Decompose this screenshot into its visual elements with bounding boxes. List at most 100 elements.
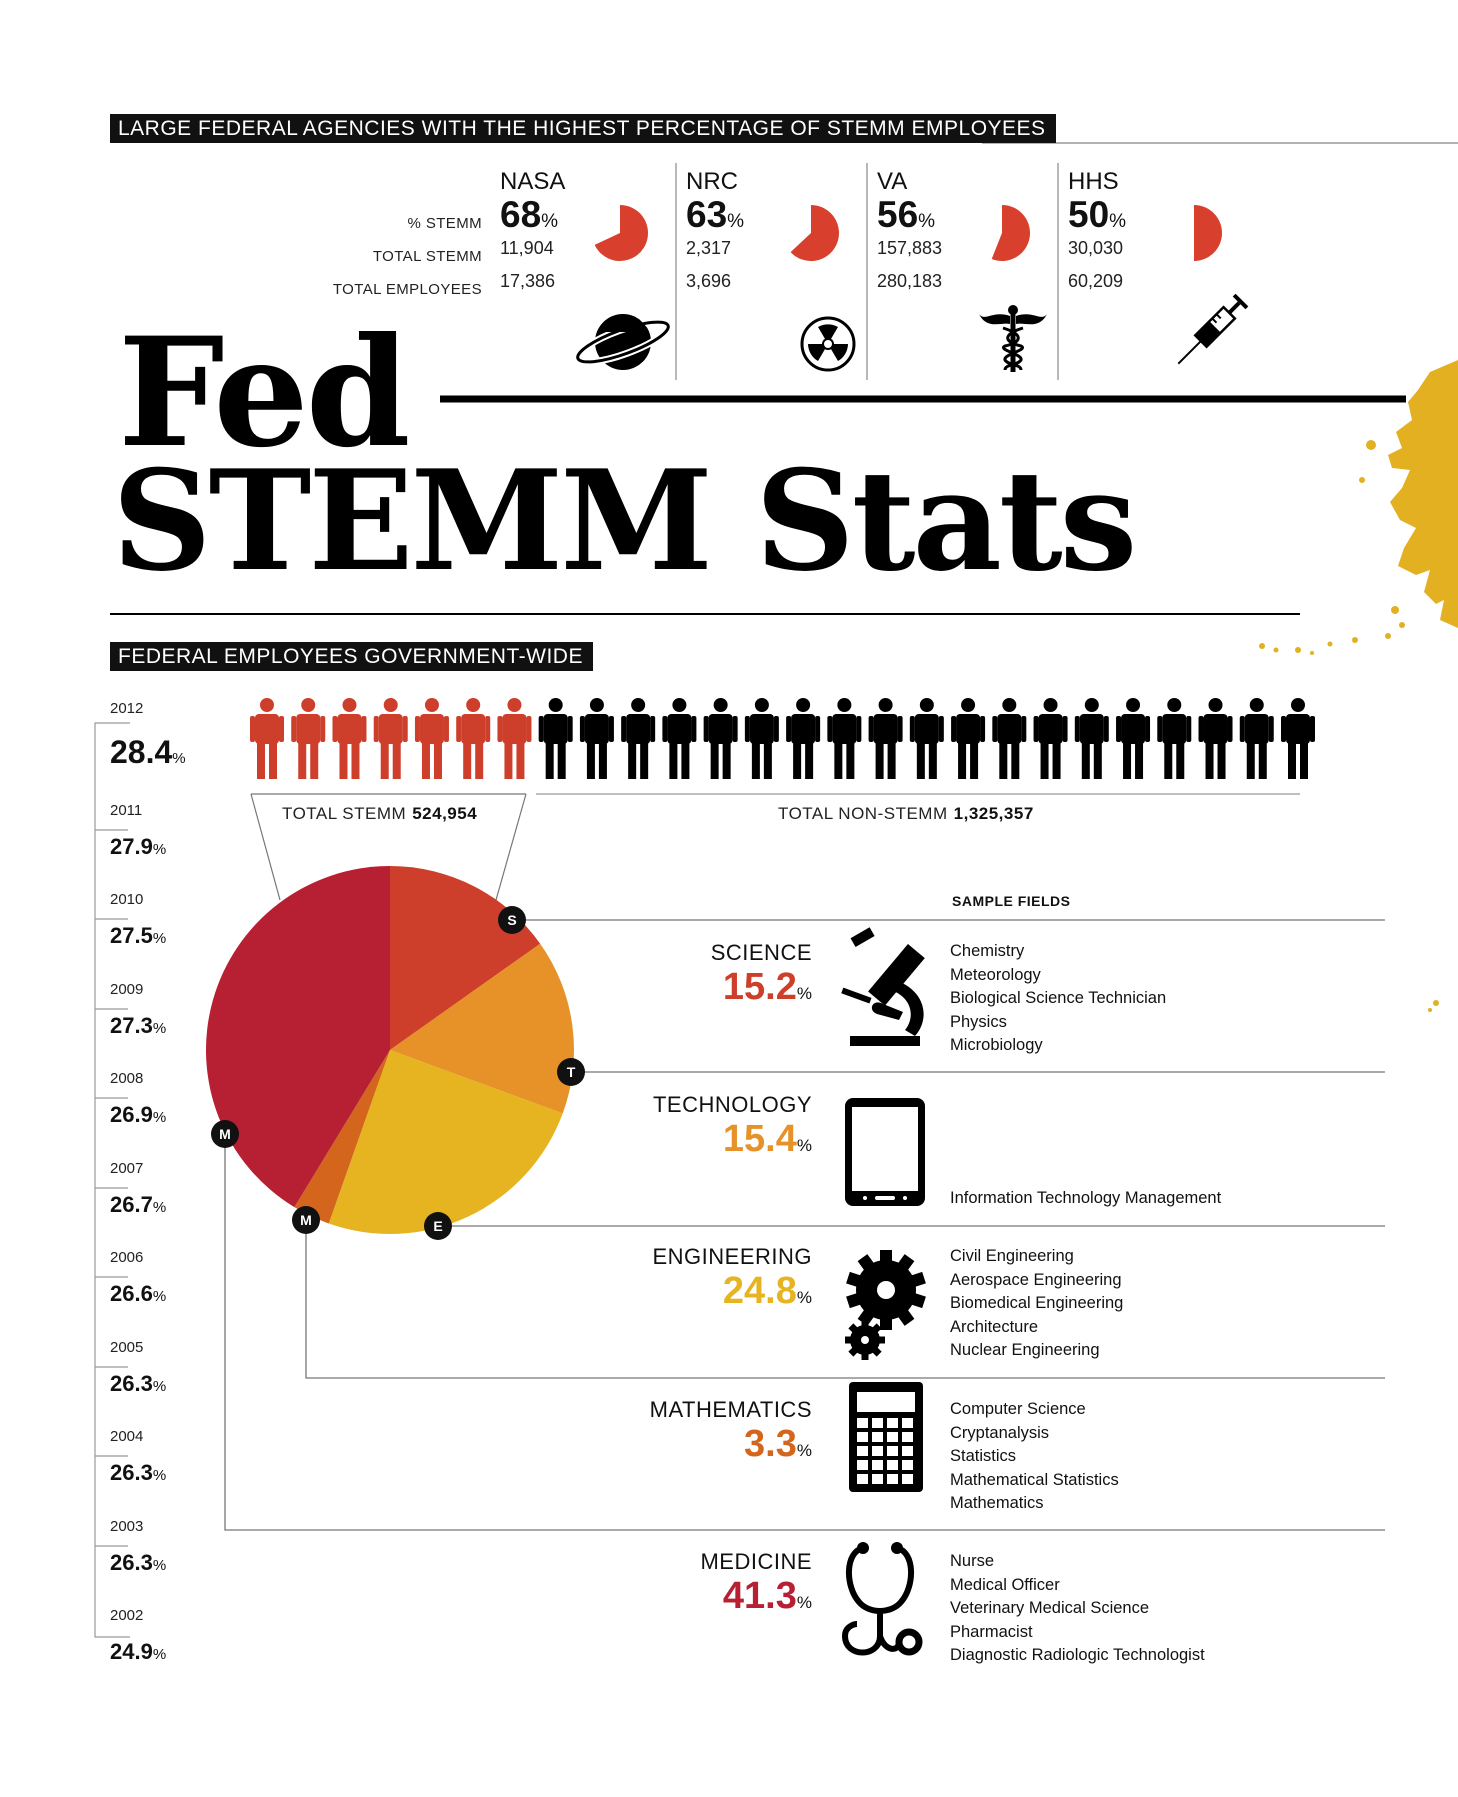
year-bracket xyxy=(94,722,130,1638)
pie-marker-circle xyxy=(424,1212,452,1240)
government-header: FEDERAL EMPLOYEES GOVERNMENT-WIDE xyxy=(110,642,593,671)
year-label: 2010 xyxy=(110,891,144,908)
pie-leader-lines xyxy=(224,919,1385,1531)
agency-total-stemm: 30,030 xyxy=(1068,238,1124,258)
category-pct: 41.3% xyxy=(722,1575,812,1617)
agency-total-employees: 17,386 xyxy=(500,271,556,291)
person-non-stemm-icon xyxy=(868,698,903,779)
title-line-2: STEMM Stats xyxy=(112,439,1137,602)
person-stemm-icon xyxy=(332,698,367,779)
caduceus-icon xyxy=(979,305,1047,372)
person-stemm-icon xyxy=(291,698,326,779)
tablet-icon xyxy=(845,1098,925,1206)
category-pct: 24.8% xyxy=(722,1270,812,1312)
field-item: Biological Science Technician xyxy=(950,989,1167,1007)
year-value: 26.7% xyxy=(110,1191,167,1217)
person-stemm-icon xyxy=(497,698,532,779)
field-item: Nurse xyxy=(950,1552,995,1570)
category-pct: 15.2% xyxy=(722,966,812,1008)
person-non-stemm-icon xyxy=(621,698,656,779)
person-non-stemm-icon xyxy=(909,698,944,779)
pie-marker-letter: M xyxy=(219,1126,231,1142)
pie-marker-letter: S xyxy=(507,912,516,928)
field-item: Computer Science xyxy=(950,1400,1086,1418)
agency-column-va: VA 56% 157,883 280,183 xyxy=(877,168,942,292)
year-value: 26.6% xyxy=(110,1281,167,1306)
person-non-stemm-icon xyxy=(579,698,614,779)
agency-pct-stemm: 63% xyxy=(686,194,745,235)
category-technology: TECHNOLOGY 15.4% xyxy=(612,1092,812,1161)
agency-pie-slice xyxy=(1194,205,1222,261)
year-value: 27.5% xyxy=(110,923,167,948)
pie-marker-circle xyxy=(292,1206,320,1234)
person-non-stemm-icon xyxy=(1239,698,1274,779)
person-non-stemm-icon xyxy=(662,698,697,779)
category-name: TECHNOLOGY xyxy=(652,1092,812,1117)
field-item: Architecture xyxy=(950,1317,1039,1336)
row-label-pct: % STEMM xyxy=(407,215,482,232)
medicine-fields: Nurse Medical Officer Veterinary Medical… xyxy=(950,1550,1205,1668)
year-label: 2008 xyxy=(110,1070,144,1087)
category-pct: 15.4% xyxy=(722,1118,812,1160)
person-non-stemm-icon xyxy=(1198,698,1233,779)
year-label: 2011 xyxy=(110,801,143,819)
field-item: Civil Engineering xyxy=(950,1247,1074,1265)
field-item: Aerospace Engineering xyxy=(950,1270,1122,1289)
field-item: Mathematical Statistics xyxy=(950,1470,1119,1489)
radiation-icon xyxy=(800,316,856,372)
category-mathematics: MATHEMATICS 3.3% xyxy=(612,1397,812,1466)
agency-name: NRC xyxy=(686,168,738,195)
agency-total-employees: 280,183 xyxy=(877,271,943,291)
stethoscope-icon xyxy=(841,1542,923,1656)
category-name: SCIENCE xyxy=(710,940,812,965)
row-label-total-employees: TOTAL EMPLOYEES xyxy=(332,281,482,298)
pie-marker-letter: T xyxy=(567,1064,576,1080)
person-non-stemm-icon xyxy=(1033,698,1068,779)
sample-fields-header: SAMPLE FIELDS xyxy=(952,893,1071,909)
field-item: Mathematics xyxy=(950,1494,1044,1512)
category-engineering: ENGINEERING 24.8% xyxy=(612,1244,812,1313)
category-pct: 3.3% xyxy=(744,1423,812,1465)
row-label-total-stemm: TOTAL STEMM xyxy=(372,248,482,265)
gears-icon xyxy=(845,1250,926,1360)
field-item: Medical Officer xyxy=(950,1575,1060,1594)
pie-slice-medicine xyxy=(206,866,390,1208)
field-item: Diagnostic Radiologic Technologist xyxy=(950,1646,1205,1664)
category-name: MEDICINE xyxy=(700,1549,812,1574)
field-item: Meteorology xyxy=(950,965,1041,984)
pie-marker-letter: E xyxy=(433,1218,442,1234)
person-stemm-icon xyxy=(456,698,491,779)
person-stemm-icon xyxy=(414,698,449,779)
agency-total-stemm: 2,317 xyxy=(686,238,732,258)
agencies-header: LARGE FEDERAL AGENCIES WITH THE HIGHEST … xyxy=(110,114,1056,143)
agency-pct-stemm: 56% xyxy=(877,194,936,235)
field-item: Physics xyxy=(950,1012,1007,1031)
field-item: Statistics xyxy=(950,1447,1017,1465)
science-fields: Chemistry Meteorology Biological Science… xyxy=(950,940,1166,1058)
title-line-1: Fed xyxy=(118,305,411,481)
agency-pies xyxy=(594,205,1222,262)
person-non-stemm-icon xyxy=(1074,698,1109,779)
person-non-stemm-icon xyxy=(1281,698,1315,779)
pie-marker-letter: M xyxy=(300,1212,312,1228)
agency-column-nasa: NASA 68% 11,904 17,386 xyxy=(500,168,565,292)
person-non-stemm-icon xyxy=(744,698,779,779)
field-item: Cryptanalysis xyxy=(950,1423,1050,1442)
field-item: Microbiology xyxy=(950,1036,1043,1054)
mathematics-fields: Computer Science Cryptanalysis Statistic… xyxy=(950,1398,1119,1516)
year-label: 2004 xyxy=(110,1428,144,1445)
pie-marker-circle xyxy=(498,906,526,934)
field-item: Chemistry xyxy=(950,942,1025,960)
agency-total-employees: 3,696 xyxy=(686,271,732,291)
year-value: 27.9% xyxy=(110,833,167,859)
total-stemm: TOTAL STEMM 524,954 xyxy=(282,804,478,823)
year-value: 28.4% xyxy=(110,734,186,770)
agency-column-nrc: NRC 63% 2,317 3,696 xyxy=(686,168,744,292)
person-non-stemm-icon xyxy=(827,698,862,779)
agency-total-employees: 60,209 xyxy=(1068,271,1124,291)
agency-name: VA xyxy=(877,168,908,195)
agency-pie-slice xyxy=(790,205,839,261)
person-non-stemm-icon xyxy=(1116,698,1151,779)
total-non-stemm: TOTAL NON-STEMM 1,325,357 xyxy=(778,804,1034,823)
person-non-stemm-icon xyxy=(538,698,573,779)
